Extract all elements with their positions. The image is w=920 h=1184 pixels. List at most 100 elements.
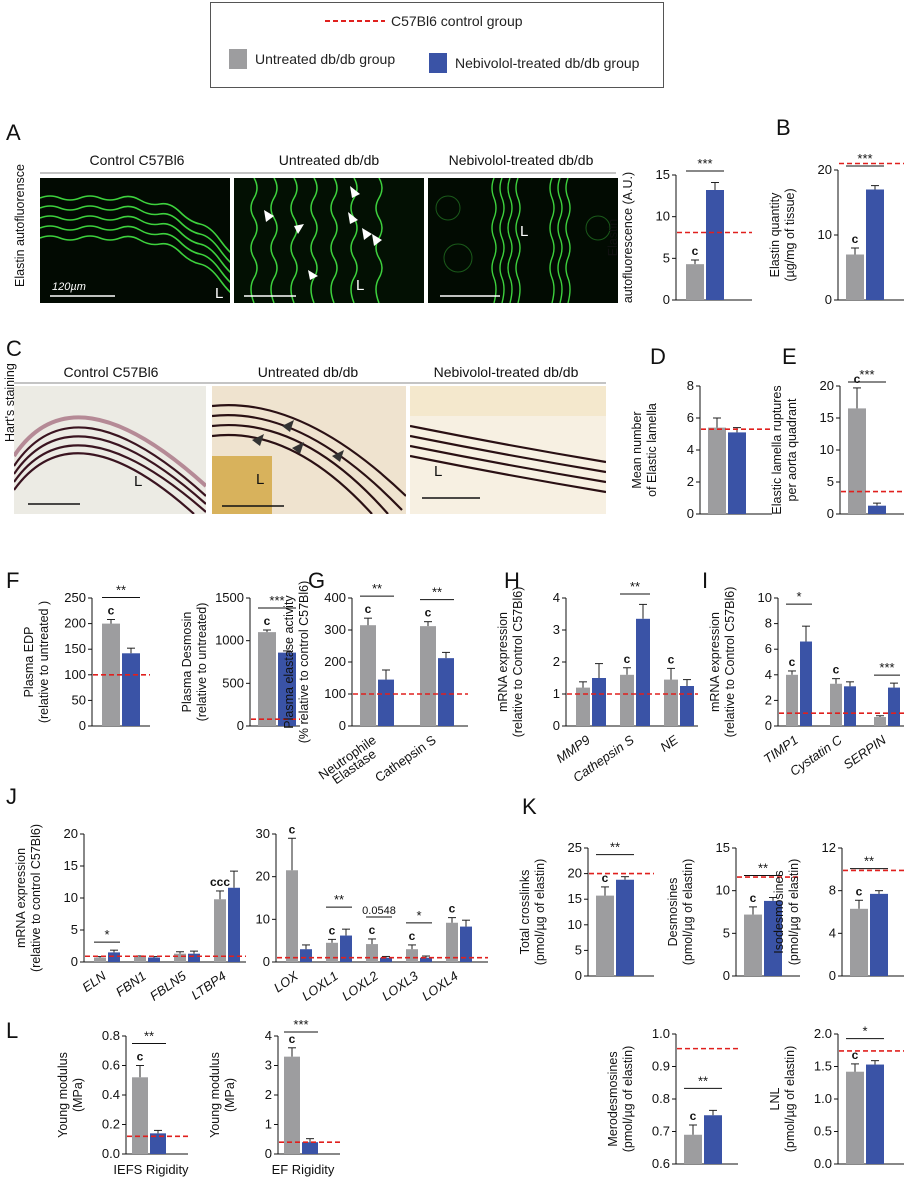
y-tick-label: 0 bbox=[829, 968, 836, 983]
micrograph-a-treated: L bbox=[428, 178, 618, 303]
y-axis-label: Plasma Desmosin bbox=[180, 612, 194, 713]
y-tick-label: 1.5 bbox=[814, 1059, 832, 1074]
bar-treated bbox=[228, 887, 240, 962]
bar-untreated bbox=[596, 895, 614, 976]
scale-label: 120µm bbox=[52, 281, 86, 293]
chart-k5: 0.0 0.5 1.0 1.5 2.0 LNL (pmol/µg of elastin) c* bbox=[768, 1024, 904, 1171]
bar-treated bbox=[148, 957, 160, 962]
letter-marker: c bbox=[409, 929, 416, 943]
panel-letter-k: K bbox=[522, 794, 537, 819]
letter-marker: ccc bbox=[210, 875, 230, 889]
chart-l2: 0 1 2 3 4 Young modulus (MPa) c*** EF Rigidity bbox=[208, 1017, 340, 1177]
y-tick-label: 10 bbox=[818, 227, 832, 242]
bar-untreated bbox=[874, 717, 886, 726]
y-tick-label: 0.8 bbox=[102, 1028, 120, 1043]
y-tick-label: 4 bbox=[265, 1028, 272, 1043]
y-tick-label: 4 bbox=[687, 442, 694, 457]
y-tick-label: 0.5 bbox=[814, 1124, 832, 1139]
bar-treated bbox=[636, 618, 650, 726]
y-axis-label: (pmol/µg of elastin) bbox=[621, 1046, 635, 1153]
bar-treated bbox=[616, 879, 634, 976]
chart-i: 0 2 4 6 8 10 mRNA expression (relative to Contr… bbox=[708, 587, 904, 779]
y-tick-label: 2.0 bbox=[814, 1026, 832, 1041]
y-tick-label: 0 bbox=[825, 292, 832, 307]
bar-treated bbox=[340, 935, 352, 962]
letter-marker: c bbox=[449, 902, 456, 916]
y-tick-label: 0.6 bbox=[652, 1156, 670, 1171]
y-axis-label: mRNA expression bbox=[708, 612, 722, 712]
y-axis-label: (MPa) bbox=[223, 1078, 237, 1112]
sig-label: * bbox=[796, 589, 801, 604]
bar-untreated bbox=[848, 408, 866, 514]
bar-treated bbox=[888, 687, 900, 726]
y-tick-label: 15 bbox=[820, 410, 834, 425]
bar-untreated bbox=[846, 254, 864, 300]
y-axis-label: Plasma elastase activity bbox=[282, 595, 296, 729]
sig-label: ** bbox=[630, 579, 640, 594]
y-axis-label: autofluorescence (A.U.) bbox=[621, 172, 635, 303]
bar-treated bbox=[764, 900, 782, 976]
y-axis-label: Mean number bbox=[630, 411, 644, 488]
y-tick-label: 5 bbox=[827, 474, 834, 489]
y-axis-label: mRNA expression bbox=[14, 848, 28, 948]
title-c-control: Control C57Bl6 bbox=[63, 364, 159, 380]
y-tick-label: 1 bbox=[265, 1117, 272, 1132]
chart-k3: 0 4 8 12 Isodesmosines (pmol/µg of elastin) c *… bbox=[772, 840, 904, 983]
bar-untreated bbox=[94, 957, 106, 962]
panel-letter-f: F bbox=[6, 568, 20, 593]
panel-letter-b: B bbox=[776, 115, 791, 140]
y-axis-label: (pmol/µg of elastin) bbox=[681, 859, 695, 966]
letter-marker: c bbox=[365, 602, 372, 616]
y-tick-label: 0 bbox=[687, 506, 694, 521]
chart-f1: 0 50 100 150 200 250 Plasma EDP (relative to un… bbox=[22, 583, 150, 733]
x-tick-label: LTBP4 bbox=[188, 968, 228, 1003]
sig-label: ** bbox=[144, 1029, 154, 1044]
sig-label: * bbox=[416, 908, 421, 923]
y-tick-label: 3 bbox=[553, 622, 560, 637]
chart-j2: 0 10 20 30 c LOX c LOXL1 c LOXL2 c LOXL3 c LOXL4 ** 0.0… bbox=[256, 822, 488, 1004]
letter-marker: c bbox=[668, 652, 675, 666]
y-tick-label: 2 bbox=[687, 474, 694, 489]
y-axis-label: (% relative to control C57Bl6) bbox=[297, 581, 311, 744]
y-tick-label: 2 bbox=[265, 1087, 272, 1102]
bar-treated bbox=[300, 949, 312, 962]
treated-swatch bbox=[429, 53, 447, 73]
x-tick-label: Cathepsin S bbox=[372, 732, 439, 785]
y-tick-label: 1500 bbox=[215, 590, 244, 605]
bar-untreated bbox=[132, 1077, 148, 1154]
title-a-treated: Nebivolol-treated db/db bbox=[448, 152, 594, 168]
chart-l1: 0.0 0.2 0.4 0.6 0.8 Young modulus (MPa) c** IEFS… bbox=[56, 1028, 189, 1177]
bar-untreated bbox=[420, 626, 436, 726]
sig-label: ** bbox=[372, 581, 382, 596]
panel-letter-i: I bbox=[702, 568, 709, 593]
y-tick-label: 1000 bbox=[215, 633, 244, 648]
bar-treated bbox=[844, 686, 856, 726]
bar-untreated bbox=[286, 870, 298, 962]
y-tick-label: 0 bbox=[827, 506, 834, 521]
bar-treated bbox=[380, 957, 392, 962]
y-tick-label: 5 bbox=[663, 250, 670, 265]
y-tick-label: 6 bbox=[765, 641, 772, 656]
y-axis-label: (pmol/µg of elastin) bbox=[783, 1046, 797, 1153]
y-axis-label: (MPa) bbox=[71, 1078, 85, 1112]
bar-treated bbox=[122, 653, 140, 726]
bar-untreated bbox=[406, 949, 418, 962]
y-tick-label: 15 bbox=[716, 840, 730, 855]
micrograph-a-untreated: L bbox=[234, 178, 424, 303]
sig-label: ** bbox=[758, 860, 768, 875]
y-tick-label: 4 bbox=[553, 590, 560, 605]
y-tick-label: 10 bbox=[758, 590, 772, 605]
control-line-swatch bbox=[325, 20, 385, 22]
y-tick-label: 0 bbox=[553, 718, 560, 733]
chart-j1: 0 5 10 15 20 mRNA expression (relative to cont… bbox=[14, 824, 246, 1004]
chart-f2: 0 500 1000 1500 Plasma Desmosin (relative to … bbox=[180, 590, 300, 733]
letter-marker: c bbox=[264, 614, 271, 628]
bar-untreated bbox=[214, 899, 226, 962]
y-tick-label: 300 bbox=[324, 622, 346, 637]
bar-treated bbox=[188, 953, 200, 962]
y-tick-label: 150 bbox=[64, 641, 86, 656]
bar-treated bbox=[706, 190, 724, 300]
y-tick-label: 25 bbox=[568, 840, 582, 855]
letter-marker: c bbox=[329, 923, 336, 937]
